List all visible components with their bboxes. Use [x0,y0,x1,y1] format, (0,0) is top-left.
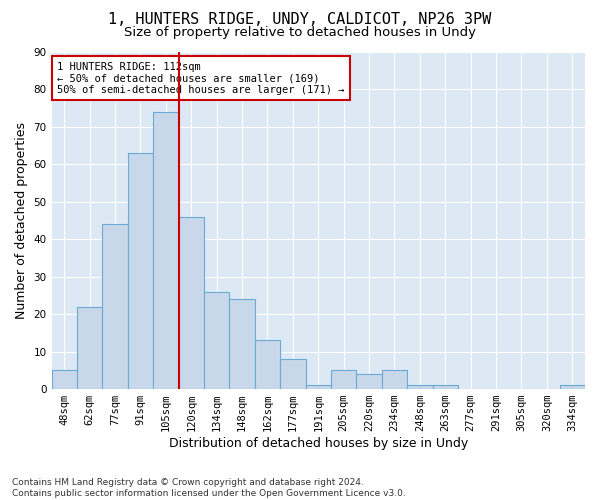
Bar [382,370,407,389]
Bar [356,374,382,389]
Bar [103,224,128,389]
Bar [433,386,458,389]
Bar [77,306,103,389]
Bar [229,299,255,389]
Bar [179,216,204,389]
Text: 1 HUNTERS RIDGE: 112sqm
← 50% of detached houses are smaller (169)
50% of semi-d: 1 HUNTERS RIDGE: 112sqm ← 50% of detache… [57,62,344,95]
Bar [407,386,433,389]
Bar [153,112,179,389]
Text: 1, HUNTERS RIDGE, UNDY, CALDICOT, NP26 3PW: 1, HUNTERS RIDGE, UNDY, CALDICOT, NP26 3… [109,12,491,28]
Bar [560,386,585,389]
Bar [52,370,77,389]
X-axis label: Distribution of detached houses by size in Undy: Distribution of detached houses by size … [169,437,468,450]
Bar [128,153,153,389]
Bar [331,370,356,389]
Text: Size of property relative to detached houses in Undy: Size of property relative to detached ho… [124,26,476,39]
Bar [280,359,305,389]
Bar [255,340,280,389]
Bar [204,292,229,389]
Text: Contains HM Land Registry data © Crown copyright and database right 2024.
Contai: Contains HM Land Registry data © Crown c… [12,478,406,498]
Y-axis label: Number of detached properties: Number of detached properties [15,122,28,319]
Bar [305,386,331,389]
